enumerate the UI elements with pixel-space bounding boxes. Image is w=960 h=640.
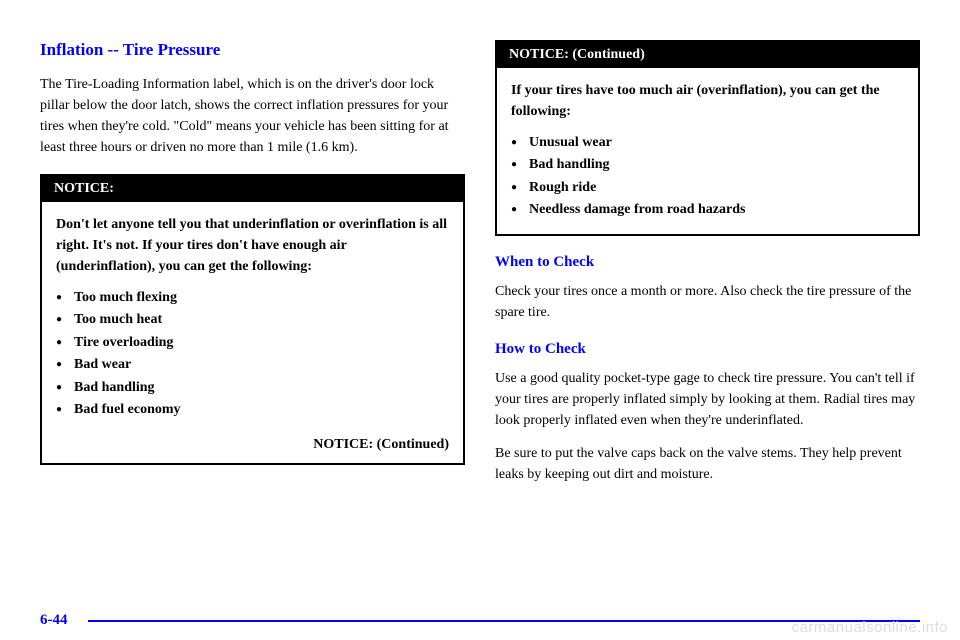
section-heading-inflation: Inflation -- Tire Pressure xyxy=(40,40,465,60)
notice-list-item: Tire overloading xyxy=(56,332,449,354)
paragraph-how-to-check-1: Use a good quality pocket-type gage to c… xyxy=(495,368,920,431)
notice-list-item: Bad fuel economy xyxy=(56,399,449,421)
notice-body: If your tires have too much air (overinf… xyxy=(497,68,918,234)
paragraph-inflation-intro: The Tire-Loading Information label, whic… xyxy=(40,74,465,158)
notice-header-continued: NOTICE: (Continued) xyxy=(497,42,918,68)
notice-list-item: Bad wear xyxy=(56,354,449,376)
watermark-text: carmanualsonline.info xyxy=(792,619,948,636)
notice-body: Don't let anyone tell you that underinfl… xyxy=(42,202,463,433)
notice-list-item: Bad handling xyxy=(511,154,904,176)
notice-box-underinflation: NOTICE: Don't let anyone tell you that u… xyxy=(40,174,465,465)
paragraph-when-to-check: Check your tires once a month or more. A… xyxy=(495,281,920,323)
notice-list-item: Bad handling xyxy=(56,377,449,399)
subheading-when-to-check: When to Check xyxy=(495,254,920,271)
notice-list-item: Too much flexing xyxy=(56,287,449,309)
notice-list-item: Rough ride xyxy=(511,177,904,199)
subheading-how-to-check: How to Check xyxy=(495,341,920,358)
left-column: Inflation -- Tire Pressure The Tire-Load… xyxy=(40,40,465,497)
notice-list: Too much flexing Too much heat Tire over… xyxy=(56,287,449,421)
page-number: 6-44 xyxy=(40,612,68,629)
notice-intro-text: If your tires have too much air (overinf… xyxy=(511,80,904,122)
notice-list-item: Unusual wear xyxy=(511,132,904,154)
right-column: NOTICE: (Continued) If your tires have t… xyxy=(495,40,920,497)
notice-list-item: Too much heat xyxy=(56,309,449,331)
notice-box-overinflation: NOTICE: (Continued) If your tires have t… xyxy=(495,40,920,236)
notice-continued-footer: NOTICE: (Continued) xyxy=(42,433,463,463)
notice-header: NOTICE: xyxy=(42,176,463,202)
notice-intro-text: Don't let anyone tell you that underinfl… xyxy=(56,214,449,277)
paragraph-how-to-check-2: Be sure to put the valve caps back on th… xyxy=(495,443,920,485)
page-footer: 6-44 xyxy=(40,611,920,622)
two-column-layout: Inflation -- Tire Pressure The Tire-Load… xyxy=(40,40,920,497)
notice-list: Unusual wear Bad handling Rough ride Nee… xyxy=(511,132,904,222)
notice-list-item: Needless damage from road hazards xyxy=(511,199,904,221)
